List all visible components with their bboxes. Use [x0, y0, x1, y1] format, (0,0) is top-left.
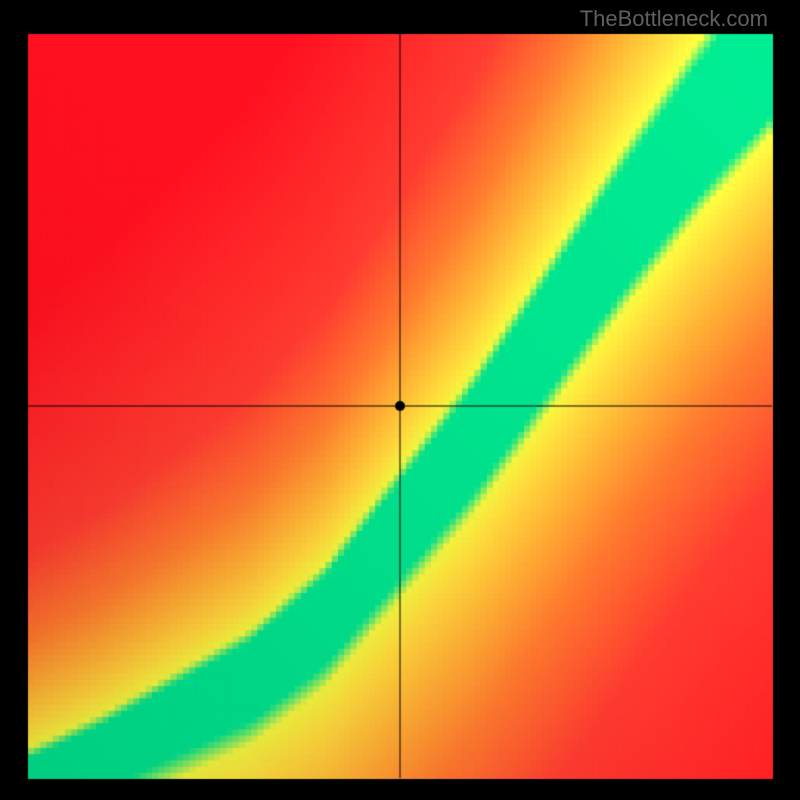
- watermark-text: TheBottleneck.com: [580, 6, 768, 32]
- bottleneck-heatmap: [0, 0, 800, 800]
- chart-container: TheBottleneck.com: [0, 0, 800, 800]
